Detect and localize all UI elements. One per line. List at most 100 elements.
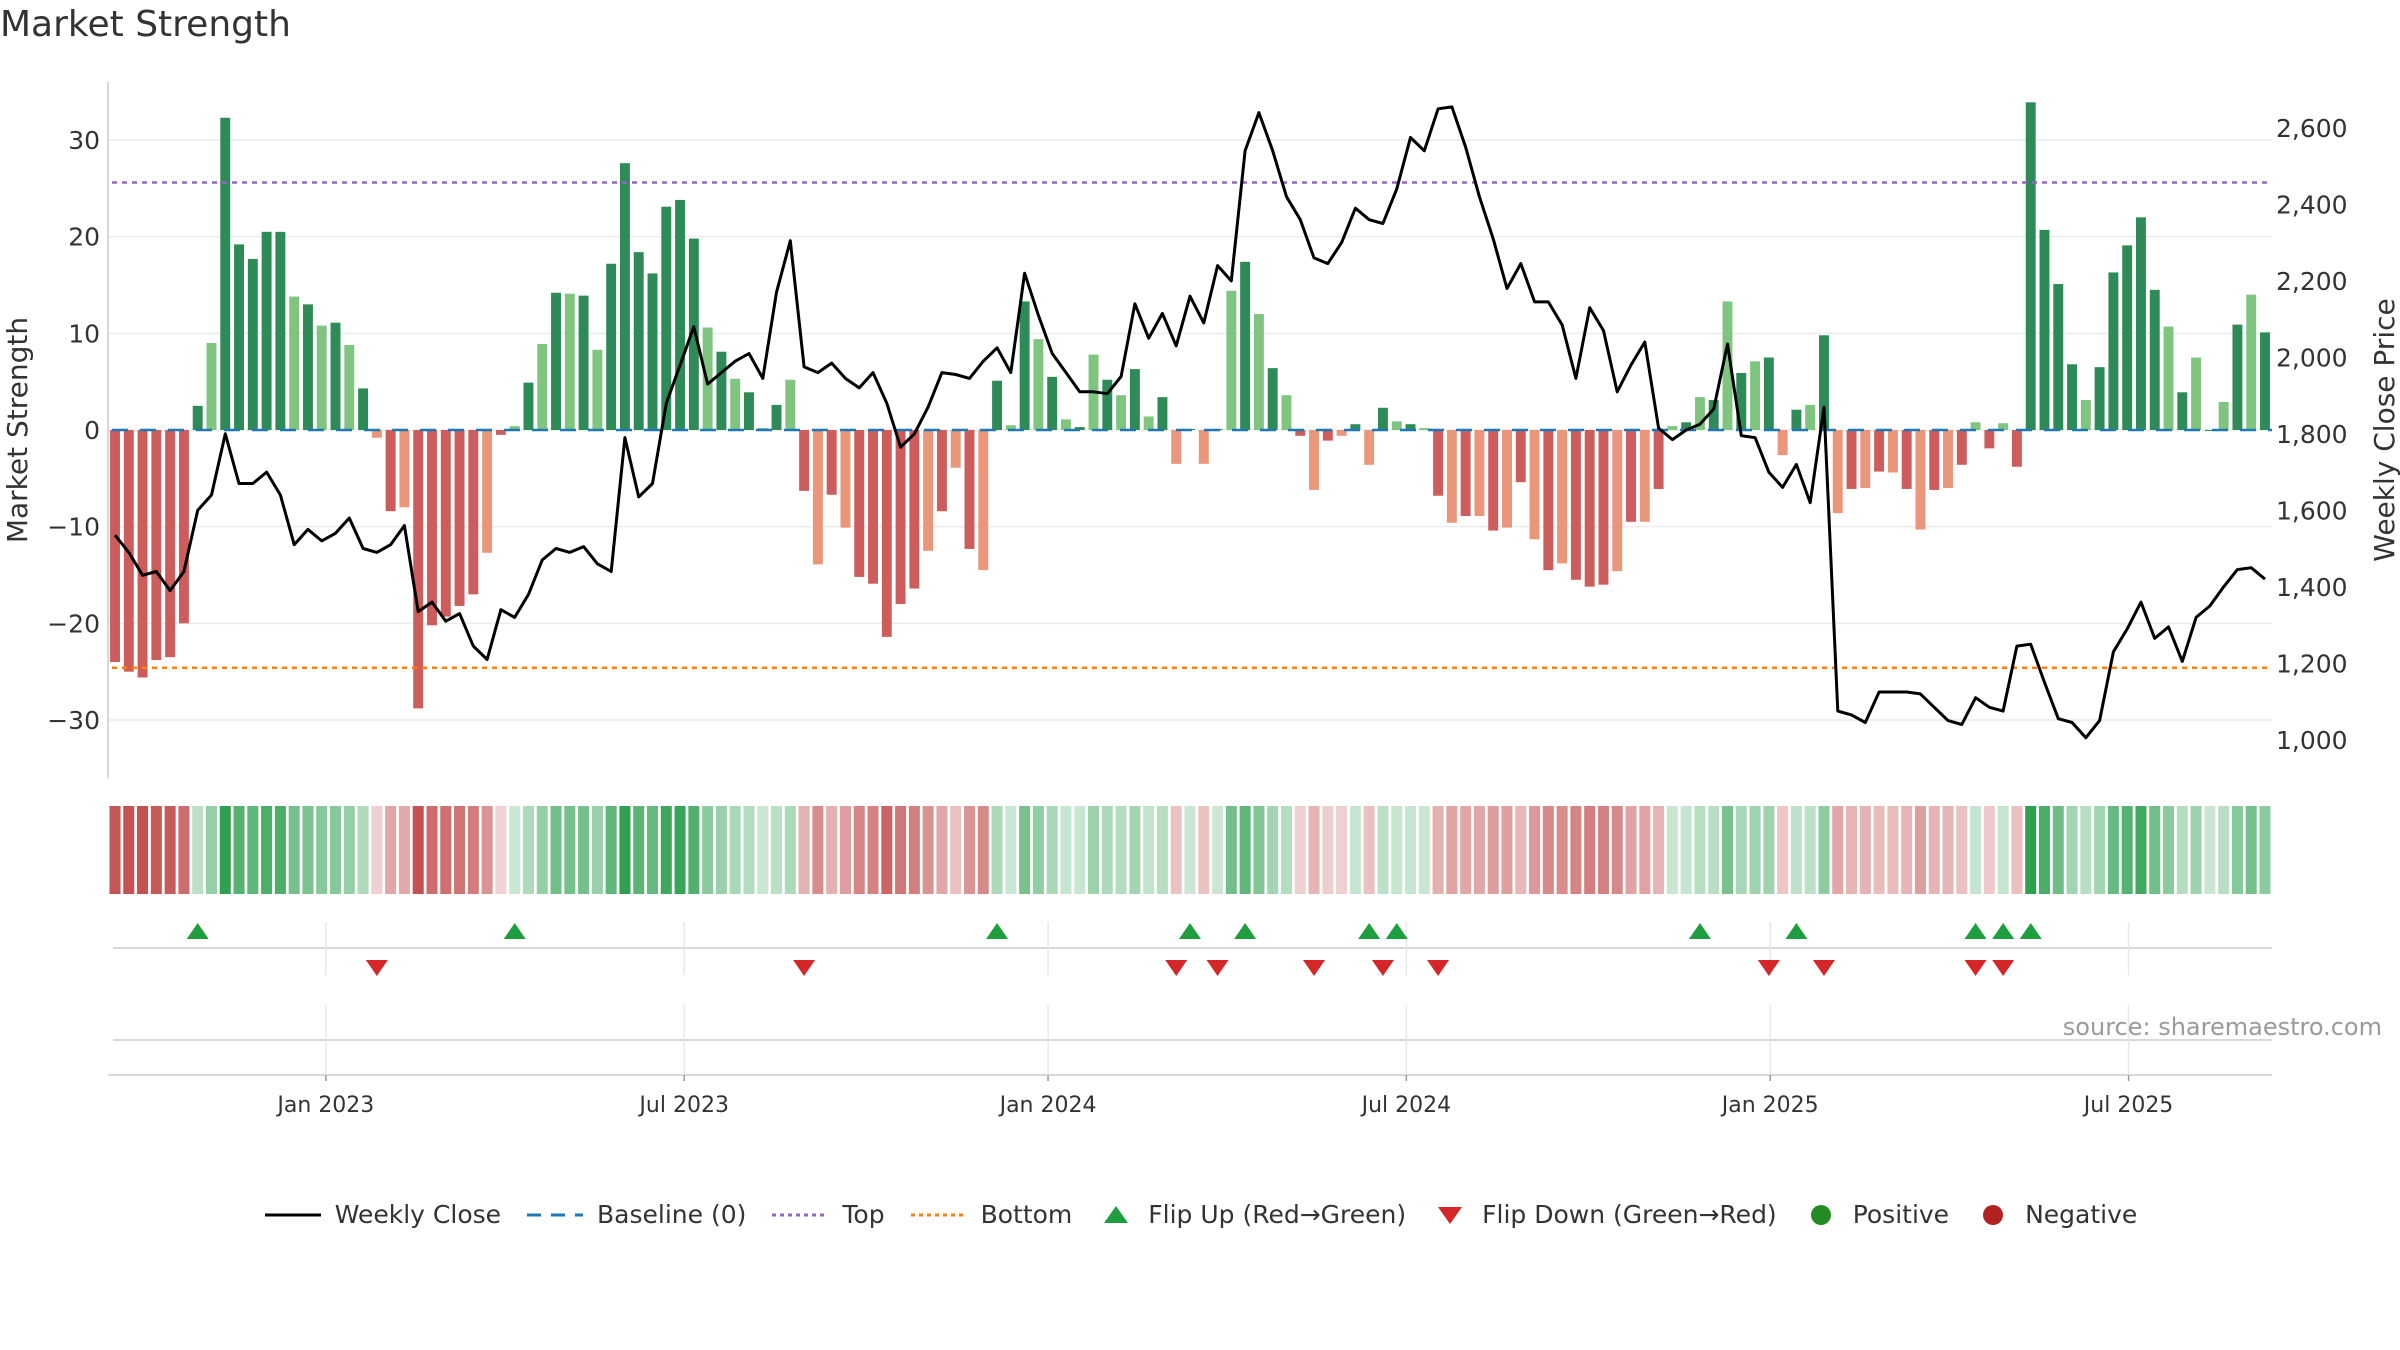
strength-bar [2108, 272, 2119, 430]
strip-cell [1308, 806, 1320, 894]
strength-bar [1364, 430, 1375, 465]
strength-bar [1557, 430, 1568, 564]
y-tick-label-right: 2,200 [2276, 267, 2348, 296]
strip-cell [2066, 806, 2078, 894]
strip-cell [233, 806, 245, 894]
strip-cell [1432, 806, 1444, 894]
strip-cell [398, 806, 410, 894]
flip-down-marker [1427, 960, 1450, 976]
strip-cell [123, 806, 135, 894]
strip-cell [826, 806, 838, 894]
strength-bar [826, 430, 837, 495]
strip-cell [1101, 806, 1113, 894]
strip-cell [1446, 806, 1458, 894]
strip-cell [1749, 806, 1761, 894]
strip-cell [1666, 806, 1678, 894]
strength-bar [1819, 335, 1829, 430]
strength-bar [1281, 395, 1292, 430]
strip-cell [1225, 806, 1237, 894]
strip-cell [1928, 806, 1940, 894]
x-tick-label: Jul 2025 [2082, 1093, 2174, 1118]
y-tick-label-right: 1,600 [2276, 496, 2348, 525]
strip-cell [1763, 806, 1775, 894]
strip-cell [2231, 806, 2243, 894]
strength-bar [2246, 294, 2257, 430]
legend-label: Weekly Close [334, 1200, 502, 1229]
strength-bar [1763, 357, 1774, 430]
y-tick-label-right: 2,000 [2276, 343, 2348, 372]
x-tick-label: Jan 2025 [1720, 1093, 1819, 1118]
x-tick-label: Jan 2023 [275, 1093, 374, 1118]
strength-bar [730, 378, 741, 430]
strength-bar [1929, 430, 1940, 490]
strength-bar [2149, 289, 2160, 430]
strip-cell [1859, 806, 1871, 894]
strength-bar [785, 379, 796, 430]
strength-bar [1860, 430, 1871, 488]
strip-cell [771, 806, 783, 894]
strip-cell [261, 806, 273, 894]
strip-cell [895, 806, 907, 894]
strip-cell [2025, 806, 2037, 894]
strip-cell [1046, 806, 1058, 894]
strip-cell [1363, 806, 1375, 894]
strip-cell [619, 806, 631, 894]
triangle-up-icon [1104, 1205, 1129, 1223]
strip-cell [578, 806, 590, 894]
x-tick-label: Jan 2024 [998, 1093, 1097, 1118]
y-axis-title-left: Market Strength [1, 317, 34, 543]
flip-down-marker [1165, 960, 1188, 976]
strip-cell [1349, 806, 1361, 894]
strip-cell [1735, 806, 1747, 894]
strength-bar [2080, 400, 2091, 430]
strip-cell [1170, 806, 1182, 894]
strip-cell [1887, 806, 1899, 894]
strength-bar [316, 325, 327, 430]
strength-bar [1405, 424, 1416, 430]
flip-up-marker [1688, 923, 1711, 939]
source-note: source: sharemaestro.com [2062, 1013, 2382, 1041]
strip-cell [178, 806, 190, 894]
strip-cell [495, 806, 507, 894]
strength-bar [2067, 364, 2078, 430]
y-tick-label-left: −30 [47, 706, 100, 735]
strength-bar [247, 258, 258, 430]
flip-up-marker [186, 923, 209, 939]
strength-bar [551, 292, 561, 430]
strip-cell [1777, 806, 1789, 894]
strength-bar [2191, 357, 2202, 430]
strength-bar [2039, 229, 2050, 430]
strength-bar [771, 404, 782, 430]
legend-top-icon [772, 1213, 829, 1216]
strength-bar [1708, 400, 1719, 430]
flip-down-marker [1992, 960, 2015, 976]
circle-red-icon [1983, 1204, 2004, 1225]
strip-cell [1294, 806, 1306, 894]
strength-bar [1584, 430, 1595, 587]
strength-bar [688, 238, 699, 430]
strength-bar [992, 380, 1003, 430]
strip-cell [1501, 806, 1513, 894]
strip-cell [1267, 806, 1279, 894]
strip-cell [2080, 806, 2092, 894]
strength-bar [220, 117, 231, 431]
strength-bar [578, 295, 589, 430]
flip-up-marker [1785, 923, 1808, 939]
strength-bar [909, 430, 920, 589]
strip-cell [1487, 806, 1499, 894]
strip-cell [1253, 806, 1265, 894]
strength-bar [1198, 430, 1209, 464]
weekly-close-line [113, 105, 2266, 740]
strength-bar [1446, 430, 1457, 523]
strip-cell [881, 806, 893, 894]
strip-cell [536, 806, 548, 894]
strip-cell [1721, 806, 1734, 894]
strip-cell [1515, 806, 1527, 894]
axes-layer: 30 20 10 0 −10 −20 −30 2,600 2,400 2,200 2,000 1,80… [1, 82, 2400, 778]
legend-line-icon [264, 1213, 321, 1216]
legend-baseline-icon [527, 1213, 584, 1216]
strength-bar [1116, 395, 1127, 430]
strength-bar [1515, 430, 1526, 483]
strength-bar [564, 293, 575, 430]
strength-bar [289, 296, 300, 430]
